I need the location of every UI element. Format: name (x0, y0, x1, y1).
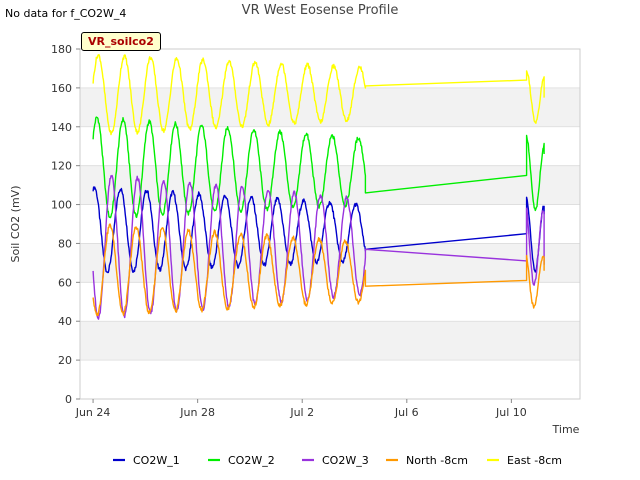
y-tick-label: 120 (51, 160, 72, 173)
y-axis-label: Soil CO2 (mV) (9, 186, 22, 263)
x-tick-label: Jul 6 (394, 406, 419, 419)
legend-label-east-8cm: East -8cm (507, 454, 562, 467)
y-tick-label: 60 (58, 276, 72, 289)
y-tick-label: 100 (51, 199, 72, 212)
legend-label-co2w-3: CO2W_3 (322, 454, 369, 467)
series-line-co2w-3 (92, 174, 545, 320)
chart-title: VR West Eosense Profile (241, 3, 399, 18)
plot-frame (79, 48, 581, 400)
legend-label-co2w-1: CO2W_1 (133, 454, 180, 467)
site-badge: VR_soilco2 (81, 32, 161, 51)
no-data-notice: No data for f_CO2W_4 (5, 7, 127, 20)
x-tick-label: Jul 2 (289, 406, 314, 419)
series-line-east-8cm (92, 54, 545, 136)
x-tick-label: Jun 24 (75, 406, 111, 419)
x-axis-label: Time (552, 423, 580, 436)
y-tick-label: 0 (65, 393, 72, 406)
y-tick-label: 20 (58, 354, 72, 367)
y-tick-label: 80 (58, 237, 72, 250)
y-tick-label: 40 (58, 315, 72, 328)
legend-label-north-8cm: North -8cm (406, 454, 468, 467)
grid-band (80, 165, 580, 205)
grid-band (80, 87, 580, 127)
y-tick-label: 160 (51, 82, 72, 95)
y-tick-label: 140 (51, 121, 72, 134)
grid-band (80, 321, 580, 361)
y-tick-label: 180 (51, 43, 72, 56)
legend-label-co2w-2: CO2W_2 (228, 454, 275, 467)
x-tick-label: Jul 10 (495, 406, 527, 419)
series-line-north-8cm (92, 223, 545, 317)
x-tick-label: Jun 28 (179, 406, 215, 419)
